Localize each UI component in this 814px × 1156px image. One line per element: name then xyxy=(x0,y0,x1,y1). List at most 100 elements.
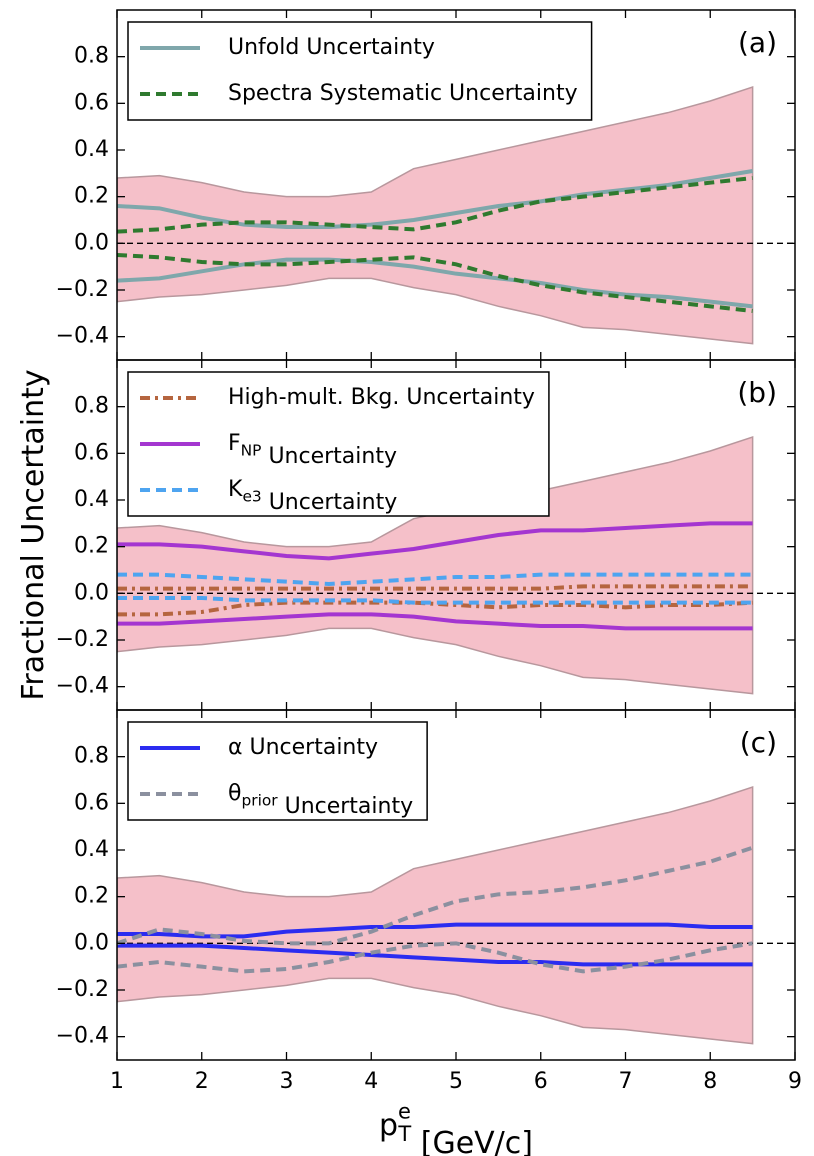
text-run: 0.0 xyxy=(74,230,109,255)
uncertainty-band xyxy=(117,785,754,1045)
text-run: 0.6 xyxy=(74,90,109,115)
text-run: (b) xyxy=(737,376,777,409)
y-tick-label: 0.2 xyxy=(74,184,109,209)
text-run: Uncertainty xyxy=(261,444,397,469)
y-tick-label: −0.4 xyxy=(56,1024,109,1049)
text-run: 0.8 xyxy=(74,394,109,419)
text-run: 3 xyxy=(280,1069,294,1094)
x-tick-label: 9 xyxy=(788,1069,802,1094)
y-tick-label: 0.8 xyxy=(74,44,109,69)
y-tick-label: 0.4 xyxy=(74,487,109,512)
y-tick-label: −0.2 xyxy=(56,277,109,302)
y-tick-label: 0.0 xyxy=(74,230,109,255)
y-tick-label: 0.8 xyxy=(74,394,109,419)
y-tick-label: 0.0 xyxy=(74,930,109,955)
x-tick-label: 4 xyxy=(364,1069,378,1094)
text-run: 0.6 xyxy=(74,440,109,465)
series-line xyxy=(117,169,753,229)
series-line xyxy=(117,600,753,617)
series-line xyxy=(117,612,753,631)
text-run: 0.4 xyxy=(74,487,109,512)
text-run: prior xyxy=(241,791,278,809)
legend: High-mult. Bkg. Uncertainty FNP Uncertain… xyxy=(127,371,550,517)
legend-label: Unfold Uncertainty xyxy=(228,35,435,60)
text-run: 2 xyxy=(195,1069,209,1094)
text-run: p xyxy=(379,1108,398,1143)
text-run: F xyxy=(228,431,241,456)
text-run: 0.0 xyxy=(74,580,109,605)
text-run: e xyxy=(398,1100,411,1124)
x-tick-label: 5 xyxy=(449,1069,463,1094)
y-tick-label: 0.8 xyxy=(74,744,109,769)
series-line xyxy=(117,521,753,561)
text-run: 0.2 xyxy=(74,184,109,209)
text-run: T xyxy=(397,1122,411,1146)
y-tick-label: −0.4 xyxy=(56,324,109,349)
text-run: −0.4 xyxy=(56,674,109,699)
x-tick-label: 2 xyxy=(195,1069,209,1094)
x-tick-label: 7 xyxy=(619,1069,633,1094)
plot-area xyxy=(117,785,795,1045)
y-tick-label: 0.4 xyxy=(74,137,109,162)
text-run: −0.2 xyxy=(56,277,109,302)
y-tick-label: 0.6 xyxy=(74,90,109,115)
y-tick-label: 0.6 xyxy=(74,440,109,465)
text-run: 0.2 xyxy=(74,534,109,559)
y-tick-label: 0.2 xyxy=(74,884,109,909)
x-tick-label: 1 xyxy=(110,1069,124,1094)
text-run: 7 xyxy=(619,1069,633,1094)
series-line xyxy=(117,941,753,974)
text-run: 0.6 xyxy=(74,790,109,815)
legend-box xyxy=(127,21,593,121)
legend-label: FNP Uncertainty xyxy=(228,431,397,469)
series-line xyxy=(117,257,753,309)
legend-label: Ke3 Uncertainty xyxy=(228,477,397,515)
y-tick-label: −0.2 xyxy=(56,977,109,1002)
y-tick-label: 0.4 xyxy=(74,837,109,862)
text-run: θ xyxy=(228,781,241,806)
legend-box xyxy=(127,721,428,821)
x-tick-label: 3 xyxy=(280,1069,294,1094)
text-run: 4 xyxy=(364,1069,378,1094)
series-line xyxy=(117,922,753,939)
text-run: (c) xyxy=(740,726,777,759)
text-run: Uncertainty xyxy=(278,794,414,819)
legend-label: α Uncertainty xyxy=(228,735,378,760)
text-run: High-mult. Bkg. Uncertainty xyxy=(228,385,535,410)
y-axis-label: Fractional Uncertainty xyxy=(16,369,51,700)
text-run: 9 xyxy=(788,1069,802,1094)
text-run: (a) xyxy=(738,26,777,59)
y-tick-label: −0.2 xyxy=(56,627,109,652)
panel-label: (a) xyxy=(738,26,777,59)
text-run: Fractional Uncertainty xyxy=(16,369,51,700)
text-run: 0.0 xyxy=(74,930,109,955)
text-run: −0.4 xyxy=(56,324,109,349)
text-run: Unfold Uncertainty xyxy=(228,35,435,60)
text-run: −0.4 xyxy=(56,1024,109,1049)
text-run: [GeV/c] xyxy=(411,1126,533,1156)
legend-label: θprior Uncertainty xyxy=(228,781,413,819)
uncertainty-band xyxy=(117,435,754,695)
plot-area xyxy=(117,85,795,345)
x-tick-label: 6 xyxy=(534,1069,548,1094)
y-tick-label: −0.4 xyxy=(56,674,109,699)
text-run: Spectra Systematic Uncertainty xyxy=(228,81,578,106)
text-run: 8 xyxy=(703,1069,717,1094)
series-line xyxy=(117,572,753,587)
text-run: K xyxy=(228,477,243,502)
plot-area xyxy=(117,435,795,695)
text-run: 1 xyxy=(110,1069,124,1094)
text-run: 0.4 xyxy=(74,837,109,862)
text-run: −0.2 xyxy=(56,977,109,1002)
panel-label: (b) xyxy=(737,376,777,409)
text-run: Uncertainty xyxy=(262,490,398,515)
text-run: 6 xyxy=(534,1069,548,1094)
text-run: α Uncertainty xyxy=(228,735,378,760)
legend: α Uncertainty θprior Uncertainty xyxy=(127,721,428,821)
legend: Unfold Uncertainty Spectra Systematic Unc… xyxy=(127,21,593,121)
series-line xyxy=(117,845,754,946)
y-tick-label: 0.0 xyxy=(74,580,109,605)
series-line xyxy=(117,584,753,591)
panel-label: (c) xyxy=(740,726,777,759)
